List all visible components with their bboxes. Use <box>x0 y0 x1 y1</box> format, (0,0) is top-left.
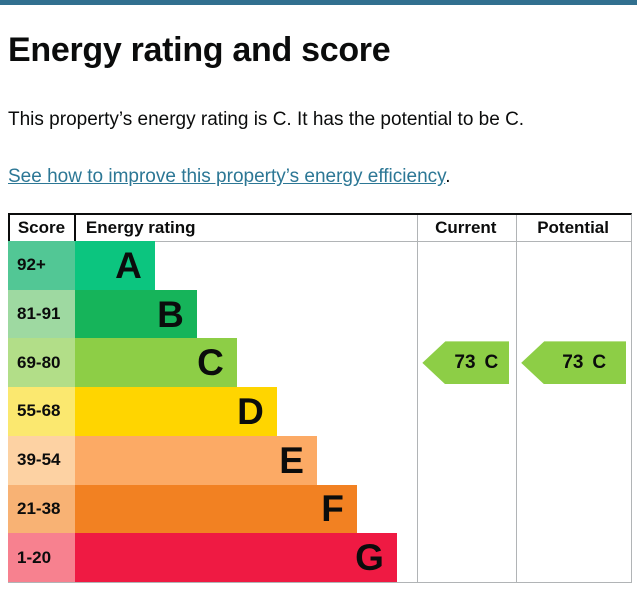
link-suffix: . <box>445 166 451 188</box>
current-cell <box>416 387 515 436</box>
rating-cell: F <box>74 484 416 534</box>
score-range-label: 21-38 <box>17 498 61 518</box>
rating-bar-e: E <box>74 435 317 485</box>
rating-bar-d: D <box>74 387 277 436</box>
energy-rating-chart: Score Energy rating Current Potential 92… <box>8 213 632 583</box>
current-rating-arrow: 73 C <box>422 341 510 385</box>
potential-cell <box>515 485 631 534</box>
score-range-label: 92+ <box>17 255 46 275</box>
band-letter: G <box>355 537 384 579</box>
page-title: Energy rating and score <box>8 31 391 69</box>
current-cell <box>416 290 515 339</box>
potential-column-header: Potential <box>537 218 609 237</box>
rating-cell: A <box>74 241 416 290</box>
potential-band: C <box>592 351 607 373</box>
current-score: 73 <box>454 351 476 373</box>
band-letter: E <box>279 439 304 481</box>
potential-rating-arrow: 73 C <box>521 341 627 385</box>
link-line: See how to improve this property’s energ… <box>8 166 629 188</box>
column-divider <box>516 215 517 582</box>
band-row-e: 39-54 E <box>8 435 631 485</box>
rating-cell: B <box>74 289 416 339</box>
score-range-label: 1-20 <box>17 547 52 567</box>
rating-summary: This property’s energy rating is C. It h… <box>8 109 525 131</box>
potential-cell <box>515 387 631 436</box>
current-cell <box>416 241 515 290</box>
band-row-d: 55-68 D <box>8 387 631 436</box>
score-range-cell: 39-54 <box>8 435 75 485</box>
potential-cell <box>515 436 631 485</box>
score-range-label: 81-91 <box>17 304 61 324</box>
chart-header-row: Score Energy rating Current Potential <box>8 215 631 241</box>
current-cell <box>416 485 515 534</box>
potential-score: 73 <box>562 351 584 373</box>
band-row-f: 21-38 F <box>8 484 631 534</box>
score-column-header: Score <box>17 218 66 237</box>
rating-cell: G <box>74 533 416 582</box>
top-accent-bar <box>0 0 637 5</box>
band-letter: C <box>197 342 224 384</box>
header-border <box>74 215 76 241</box>
current-cell <box>416 533 515 582</box>
current-cell: 73 C <box>416 338 515 387</box>
rating-bar-c: C <box>74 338 237 388</box>
rating-bar-b: B <box>74 289 197 339</box>
score-range-label: 39-54 <box>17 450 61 470</box>
rating-cell: E <box>74 435 416 485</box>
potential-cell <box>515 533 631 582</box>
band-letter: A <box>115 244 142 286</box>
current-band: C <box>484 351 499 373</box>
rating-cell: D <box>74 387 416 436</box>
score-range-cell: 69-80 <box>8 338 75 388</box>
score-range-label: 69-80 <box>17 352 61 372</box>
header-border <box>8 215 10 241</box>
current-cell <box>416 436 515 485</box>
band-row-a: 92+ A <box>8 241 631 290</box>
energy-rating-column-header: Energy rating <box>85 218 196 237</box>
band-row-c: 69-80 C 73 C 73 C <box>8 338 631 388</box>
rating-bar-f: F <box>74 484 357 534</box>
rating-cell: C <box>74 338 416 388</box>
band-letter: B <box>157 293 184 335</box>
potential-cell: 73 C <box>515 338 631 387</box>
rating-bar-a: A <box>74 241 155 290</box>
band-letter: D <box>237 390 264 432</box>
score-range-cell: 92+ <box>8 241 75 290</box>
current-column-header: Current <box>435 218 497 237</box>
score-range-cell: 21-38 <box>8 484 75 534</box>
score-range-cell: 81-91 <box>8 289 75 339</box>
potential-cell <box>515 290 631 339</box>
score-range-cell: 55-68 <box>8 387 75 436</box>
improve-efficiency-link[interactable]: See how to improve this property’s energ… <box>8 166 446 188</box>
rating-bar-g: G <box>74 533 397 582</box>
column-divider <box>417 215 418 582</box>
score-range-cell: 1-20 <box>8 533 75 582</box>
header-divider <box>8 241 631 242</box>
band-row-b: 81-91 B <box>8 289 631 339</box>
score-range-label: 55-68 <box>17 401 61 421</box>
potential-cell <box>515 241 631 290</box>
band-row-g: 1-20 G <box>8 533 631 582</box>
band-letter: F <box>321 488 344 530</box>
